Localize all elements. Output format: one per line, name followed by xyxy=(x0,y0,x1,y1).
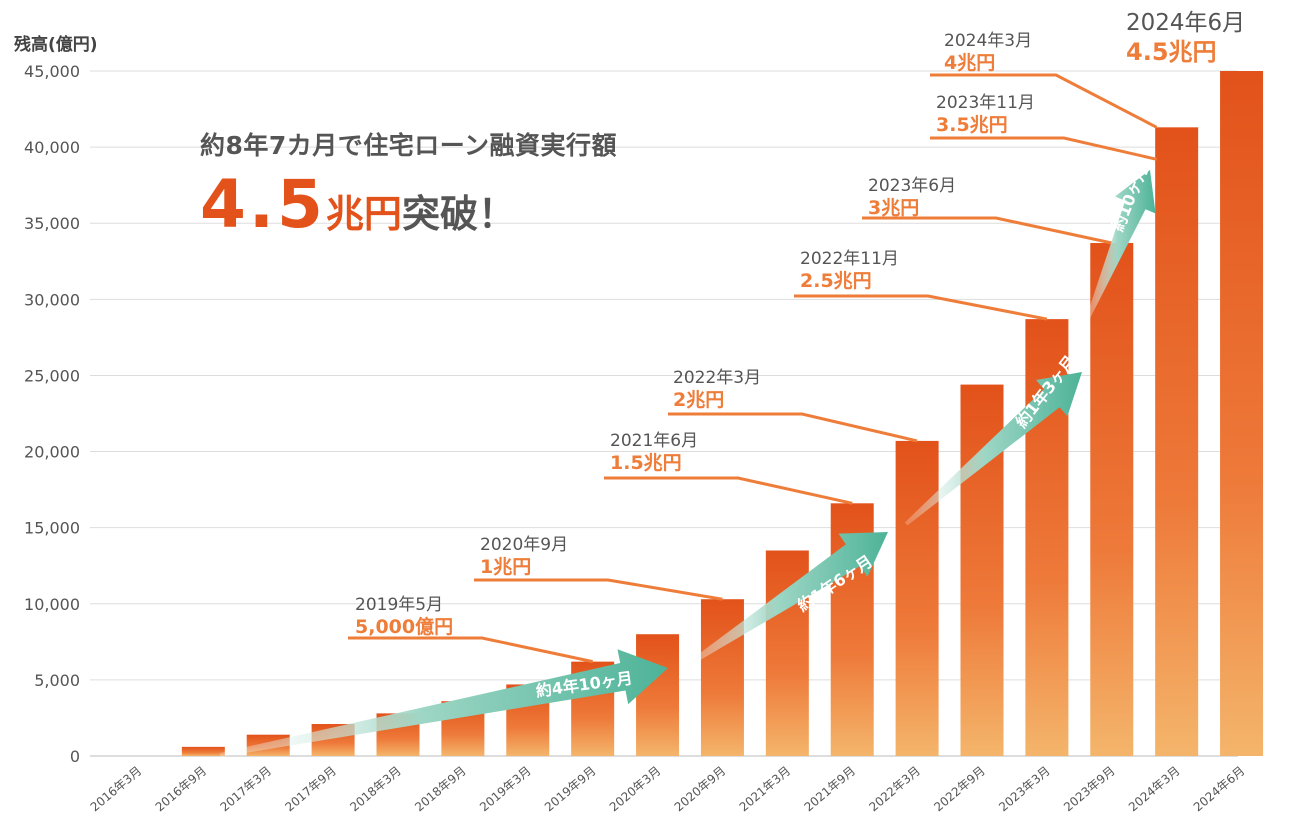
milestone-amount: 2兆円 xyxy=(673,389,724,411)
milestone-leader-line xyxy=(348,636,593,664)
bar xyxy=(1155,127,1199,757)
milestone-date: 2024年3月 xyxy=(944,31,1032,51)
milestone-date: 2022年3月 xyxy=(673,368,761,388)
milestone-date: 2024年6月 xyxy=(1126,10,1245,36)
headline-amount: 4.5 xyxy=(200,166,326,243)
x-tick-label: 2016年3月 xyxy=(88,764,145,815)
x-tick-label: 2022年3月 xyxy=(866,764,923,815)
y-tick-label: 10,000 xyxy=(24,595,80,614)
y-tick-label: 15,000 xyxy=(24,519,80,538)
headline-suffix: 突破！ xyxy=(401,192,516,236)
milestone-leader-line xyxy=(474,578,723,601)
x-tick-label: 2019年3月 xyxy=(477,764,534,815)
milestone-date: 2023年11月 xyxy=(936,93,1035,113)
y-axis-label: 残高(億円) xyxy=(14,35,98,55)
x-tick-label: 2019年9月 xyxy=(542,764,599,815)
milestone-amount: 3兆円 xyxy=(868,197,919,219)
milestone-amount: 5,000億円 xyxy=(355,615,453,638)
milestone-date: 2022年11月 xyxy=(800,249,899,269)
y-tick-label: 25,000 xyxy=(24,366,80,385)
y-tick-label: 5,000 xyxy=(34,671,80,690)
x-tick-label: 2017年3月 xyxy=(218,764,275,815)
x-tick-label: 2021年9月 xyxy=(802,764,859,815)
x-tick-label: 2021年3月 xyxy=(737,764,794,815)
x-tick-label: 2024年6月 xyxy=(1191,764,1248,815)
x-tick-label: 2018年9月 xyxy=(412,764,469,815)
milestone-amount: 4.5兆円 xyxy=(1126,38,1217,66)
milestone-amount: 4兆円 xyxy=(944,52,995,74)
y-tick-label: 40,000 xyxy=(24,138,80,157)
milestone-leader-line xyxy=(794,294,1048,321)
bar xyxy=(700,599,744,756)
bar xyxy=(1090,243,1134,756)
milestone-leader-line xyxy=(862,216,1113,245)
milestone-leader-line xyxy=(930,73,1158,129)
growth-arrow-shape xyxy=(1086,170,1156,319)
growth-arrow-shape xyxy=(684,532,888,668)
milestone-date: 2021年6月 xyxy=(610,431,698,451)
milestone-date: 2020年9月 xyxy=(480,535,568,555)
headline-unit: 兆円 xyxy=(325,192,402,236)
bar xyxy=(1220,71,1264,756)
x-tick-label: 2023年9月 xyxy=(1061,764,1118,815)
milestone-amount: 1.5兆円 xyxy=(610,452,682,474)
milestone-leader-line xyxy=(668,412,918,443)
x-tick-label: 2022年9月 xyxy=(931,764,988,815)
x-tick-label: 2020年9月 xyxy=(672,764,729,815)
bar xyxy=(181,746,225,756)
x-tick-label: 2020年3月 xyxy=(607,764,664,815)
milestone-amount: 3.5兆円 xyxy=(936,114,1008,136)
headline: 約8年7カ月で住宅ローン融資実行額 4.5兆円突破！ xyxy=(200,126,720,243)
milestone-amount: 1兆円 xyxy=(480,556,531,578)
y-tick-label: 45,000 xyxy=(24,62,80,81)
x-tick-label: 2016年9月 xyxy=(153,764,210,815)
y-tick-label: 0 xyxy=(70,747,80,766)
x-tick-label: 2023年3月 xyxy=(996,764,1053,815)
growth-arrow-shape xyxy=(904,372,1082,526)
x-tick-label: 2024年3月 xyxy=(1126,764,1183,815)
headline-line1: 約8年7カ月で住宅ローン融資実行額 xyxy=(200,131,618,160)
y-tick-label: 35,000 xyxy=(24,214,80,233)
milestone-date: 2019年5月 xyxy=(355,595,443,615)
milestone-leader-line xyxy=(604,476,853,505)
bar xyxy=(636,634,680,756)
milestone-leader-line xyxy=(930,136,1158,161)
y-tick-label: 20,000 xyxy=(24,443,80,462)
x-tick-label: 2018年3月 xyxy=(347,764,404,815)
y-tick-label: 30,000 xyxy=(24,290,80,309)
bar xyxy=(895,440,939,756)
milestone-amount: 2.5兆円 xyxy=(800,270,872,292)
growth-arrow-shape xyxy=(219,649,668,757)
milestone-date: 2023年6月 xyxy=(868,176,956,196)
x-tick-label: 2017年9月 xyxy=(282,764,339,815)
